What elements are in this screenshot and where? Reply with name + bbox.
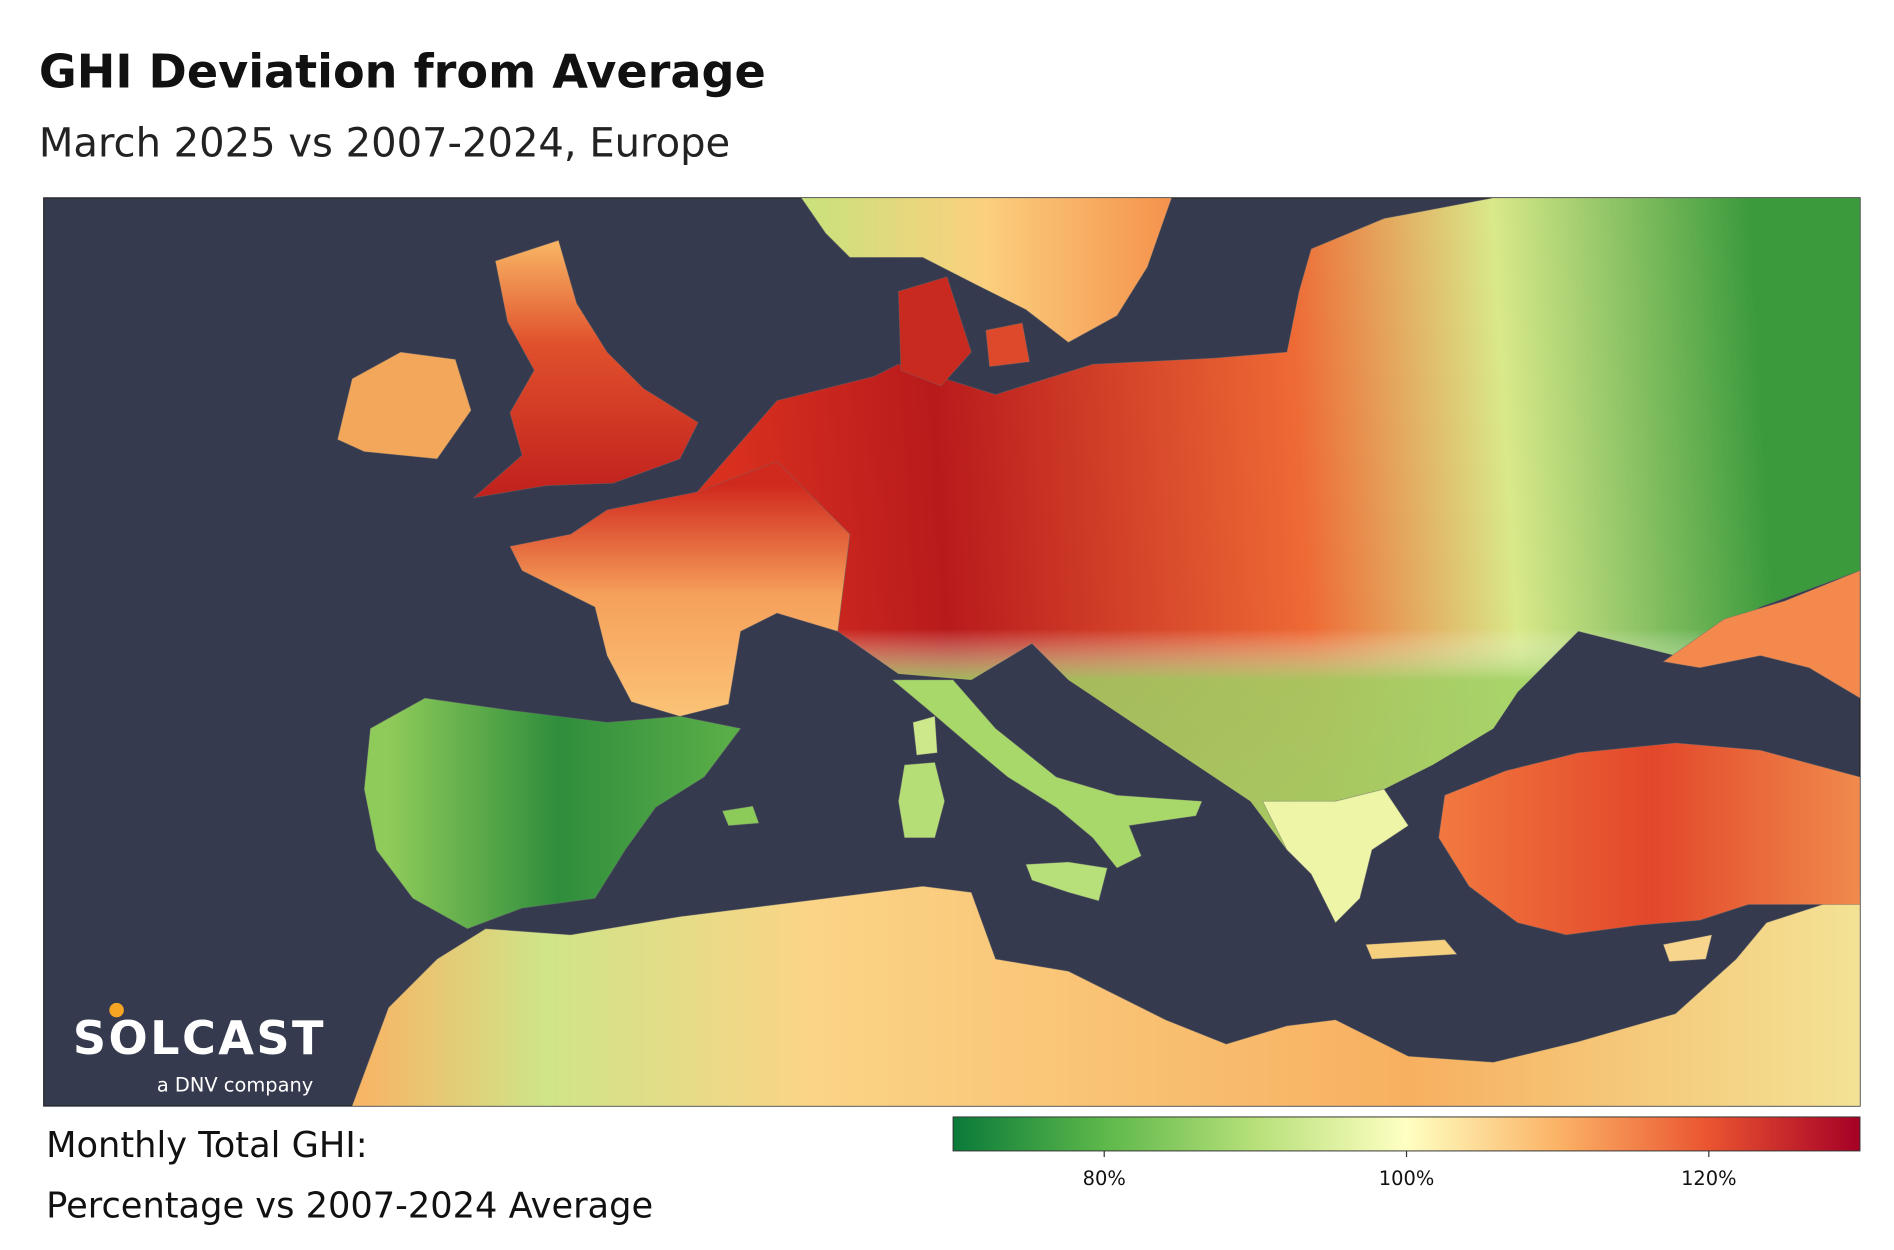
turkey [1438,742,1860,936]
logo-tagline: a DNV company [157,1073,313,1096]
zealand [985,322,1030,368]
map: SOLCAST a DNV company [43,197,1861,1107]
central-europe-south [837,509,1860,850]
denmark [898,276,972,387]
corsica [912,715,938,756]
colorbar [952,1116,1861,1152]
france [509,460,851,717]
logo-name: SOLCAST [73,1011,326,1065]
balearics [721,805,760,826]
crimea-caucasus [1662,570,1860,699]
legend: Monthly Total GHI: Percentage vs 2007-20… [46,1116,1861,1227]
colorbar-tick-label: 100% [1379,1167,1434,1190]
sicily [1025,861,1108,902]
cyprus [1662,934,1713,962]
legend-title: Monthly Total GHI: [46,1125,367,1166]
logo-sun [109,1002,124,1018]
italy [891,679,1203,869]
crete [1365,939,1458,960]
legend-title: Percentage vs 2007-2024 Average [46,1186,653,1227]
subtitle: March 2025 vs 2007-2024, Europe [39,121,730,167]
iberia [363,697,742,930]
scandinavia [800,197,1172,343]
logo: SOLCAST a DNV company [73,1002,326,1096]
ireland [337,351,472,460]
great-britain [472,239,699,499]
title: GHI Deviation from Average [39,44,766,98]
colorbar-tick-label: 120% [1681,1167,1736,1190]
greece [1262,788,1409,924]
north-africa [351,885,1860,1107]
sardinia [898,762,945,839]
colorbar-tick-label: 80% [1083,1167,1126,1190]
